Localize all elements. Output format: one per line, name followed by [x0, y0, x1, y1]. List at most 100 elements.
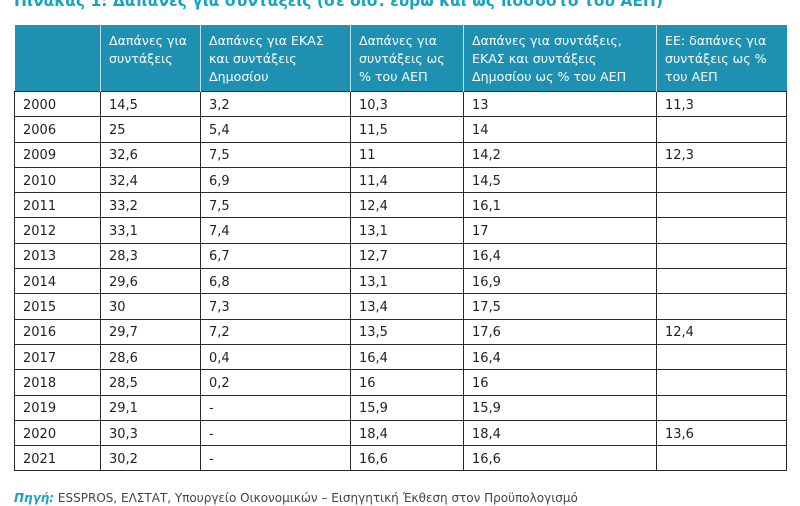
year-cell: 2006 [14, 116, 101, 143]
table-title-prefix: Πίνακας 1: [14, 0, 108, 10]
table-title: Πίνακας 1: Δαπάνες για συντάξεις (σε δισ… [14, 0, 663, 11]
pensions-pct-gdp-cell: 13,4 [350, 293, 464, 320]
ekas-public-cell: 7,5 [200, 141, 351, 168]
year-cell: 2016 [14, 318, 101, 345]
pension-spending-cell: 29,6 [100, 268, 201, 295]
eu-pct-gdp-cell [656, 369, 787, 396]
ekas-public-cell: 6,9 [200, 166, 351, 194]
eu-pct-gdp-cell [656, 192, 787, 219]
total-pct-gdp-cell: 16 [463, 369, 657, 396]
pension-spending-cell: 32,6 [100, 141, 201, 168]
table-row: 2018 28,5 0,2 16 16 [14, 369, 787, 396]
pensions-pct-gdp-cell: 18,4 [350, 419, 464, 447]
table-row: 2017 28,6 0,4 16,4 16,4 [14, 343, 787, 371]
column-header-pensions-pct-gdp: Δαπάνες για συντάξεις ως % του ΑΕΠ [350, 25, 464, 92]
table-row: 2013 28,3 6,7 12,7 16,4 [14, 242, 787, 270]
year-cell: 2017 [14, 343, 101, 371]
pension-spending-cell: 25 [100, 116, 201, 143]
column-header-ekas-public-pensions: Δαπάνες για ΕΚΑΣ και συντάξεις Δημοσίου [200, 25, 351, 92]
pension-spending-cell: 29,7 [100, 318, 201, 345]
total-pct-gdp-cell: 14 [463, 116, 657, 143]
column-header-eu-pct-gdp: ΕΕ: δαπάνες για συντάξεις ως % του ΑΕΠ [656, 25, 787, 92]
year-cell: 2014 [14, 268, 101, 295]
pension-spending-cell: 28,6 [100, 343, 201, 371]
ekas-public-cell: 3,2 [200, 90, 351, 118]
year-cell: 2015 [14, 293, 101, 320]
ekas-public-cell: 0,4 [200, 343, 351, 371]
eu-pct-gdp-cell [656, 268, 787, 295]
table-title-text: Δαπάνες για συντάξεις (σε δισ. ευρώ και … [107, 0, 663, 10]
pensions-pct-gdp-cell: 11 [350, 141, 464, 168]
pension-spending-cell: 30,2 [100, 445, 201, 472]
pension-spending-cell: 30 [100, 293, 201, 320]
pension-spending-cell: 14,5 [100, 90, 201, 118]
eu-pct-gdp-cell [656, 116, 787, 143]
total-pct-gdp-cell: 15,9 [463, 394, 657, 421]
pensions-pct-gdp-cell: 16 [350, 369, 464, 396]
source-label: Πηγή: [14, 491, 55, 505]
ekas-public-cell: - [200, 445, 351, 472]
table-row: 2000 14,5 3,2 10,3 13 11,3 [14, 90, 787, 118]
table-row: 2016 29,7 7,2 13,5 17,6 12,4 [14, 318, 787, 345]
year-cell: 2011 [14, 192, 101, 219]
eu-pct-gdp-cell: 12,3 [656, 141, 787, 168]
year-cell: 2020 [14, 419, 101, 447]
total-pct-gdp-cell: 16,1 [463, 192, 657, 219]
source-text: ESSPROS, ΕΛΣΤΑΤ, Υπουργείο Οικονομικών –… [54, 491, 578, 505]
eu-pct-gdp-cell [656, 242, 787, 270]
total-pct-gdp-cell: 18,4 [463, 419, 657, 447]
total-pct-gdp-cell: 17 [463, 217, 657, 244]
eu-pct-gdp-cell [656, 394, 787, 421]
pensions-pct-gdp-cell: 12,7 [350, 242, 464, 270]
total-pct-gdp-cell: 16,4 [463, 343, 657, 371]
table-row: 2006 25 5,4 11,5 14 [14, 116, 787, 143]
pension-expenditure-table: Δαπάνες για συντάξεις Δαπάνες για ΕΚΑΣ κ… [14, 25, 787, 472]
pension-spending-cell: 29,1 [100, 394, 201, 421]
table-body: 2000 14,5 3,2 10,3 13 11,3 2006 25 5,4 11,5 14 2009… [14, 90, 787, 472]
column-header-total-pct-gdp: Δαπάνες για συντάξεις, ΕΚΑΣ και συντάξει… [463, 25, 657, 92]
year-cell: 2012 [14, 217, 101, 244]
eu-pct-gdp-cell: 12,4 [656, 318, 787, 345]
ekas-public-cell: 7,3 [200, 293, 351, 320]
year-cell: 2013 [14, 242, 101, 270]
year-cell: 2000 [14, 90, 101, 118]
ekas-public-cell: - [200, 394, 351, 421]
eu-pct-gdp-cell: 11,3 [656, 90, 787, 118]
year-cell: 2010 [14, 166, 101, 194]
table-row: 2010 32,4 6,9 11,4 14,5 [14, 166, 787, 194]
pension-spending-cell: 32,4 [100, 166, 201, 194]
pension-spending-cell: 33,1 [100, 217, 201, 244]
year-cell: 2018 [14, 369, 101, 396]
pensions-pct-gdp-cell: 13,1 [350, 268, 464, 295]
pension-spending-cell: 30,3 [100, 419, 201, 447]
table-header: Δαπάνες για συντάξεις Δαπάνες για ΕΚΑΣ κ… [14, 25, 787, 92]
ekas-public-cell: 7,2 [200, 318, 351, 345]
pensions-pct-gdp-cell: 16,6 [350, 445, 464, 472]
eu-pct-gdp-cell: 13,6 [656, 419, 787, 447]
pension-spending-cell: 28,5 [100, 369, 201, 396]
pensions-pct-gdp-cell: 10,3 [350, 90, 464, 118]
table-row: 2019 29,1-15,9 15,9 [14, 394, 787, 421]
total-pct-gdp-cell: 16,4 [463, 242, 657, 270]
pensions-pct-gdp-cell: 13,1 [350, 217, 464, 244]
pension-spending-cell: 28,3 [100, 242, 201, 270]
total-pct-gdp-cell: 17,6 [463, 318, 657, 345]
total-pct-gdp-cell: 14,2 [463, 141, 657, 168]
pensions-pct-gdp-cell: 11,4 [350, 166, 464, 194]
pensions-pct-gdp-cell: 11,5 [350, 116, 464, 143]
total-pct-gdp-cell: 14,5 [463, 166, 657, 194]
eu-pct-gdp-cell [656, 217, 787, 244]
table-header-row: Δαπάνες για συντάξεις Δαπάνες για ΕΚΑΣ κ… [14, 25, 787, 92]
pensions-pct-gdp-cell: 12,4 [350, 192, 464, 219]
table-row: 2011 33,2 7,5 12,4 16,1 [14, 192, 787, 219]
total-pct-gdp-cell: 16,6 [463, 445, 657, 472]
total-pct-gdp-cell: 17,5 [463, 293, 657, 320]
ekas-public-cell: - [200, 419, 351, 447]
pensions-pct-gdp-cell: 13,5 [350, 318, 464, 345]
ekas-public-cell: 6,7 [200, 242, 351, 270]
eu-pct-gdp-cell [656, 343, 787, 371]
eu-pct-gdp-cell [656, 445, 787, 472]
table-row: 2014 29,6 6,8 13,1 16,9 [14, 268, 787, 295]
ekas-public-cell: 0,2 [200, 369, 351, 396]
ekas-public-cell: 5,4 [200, 116, 351, 143]
